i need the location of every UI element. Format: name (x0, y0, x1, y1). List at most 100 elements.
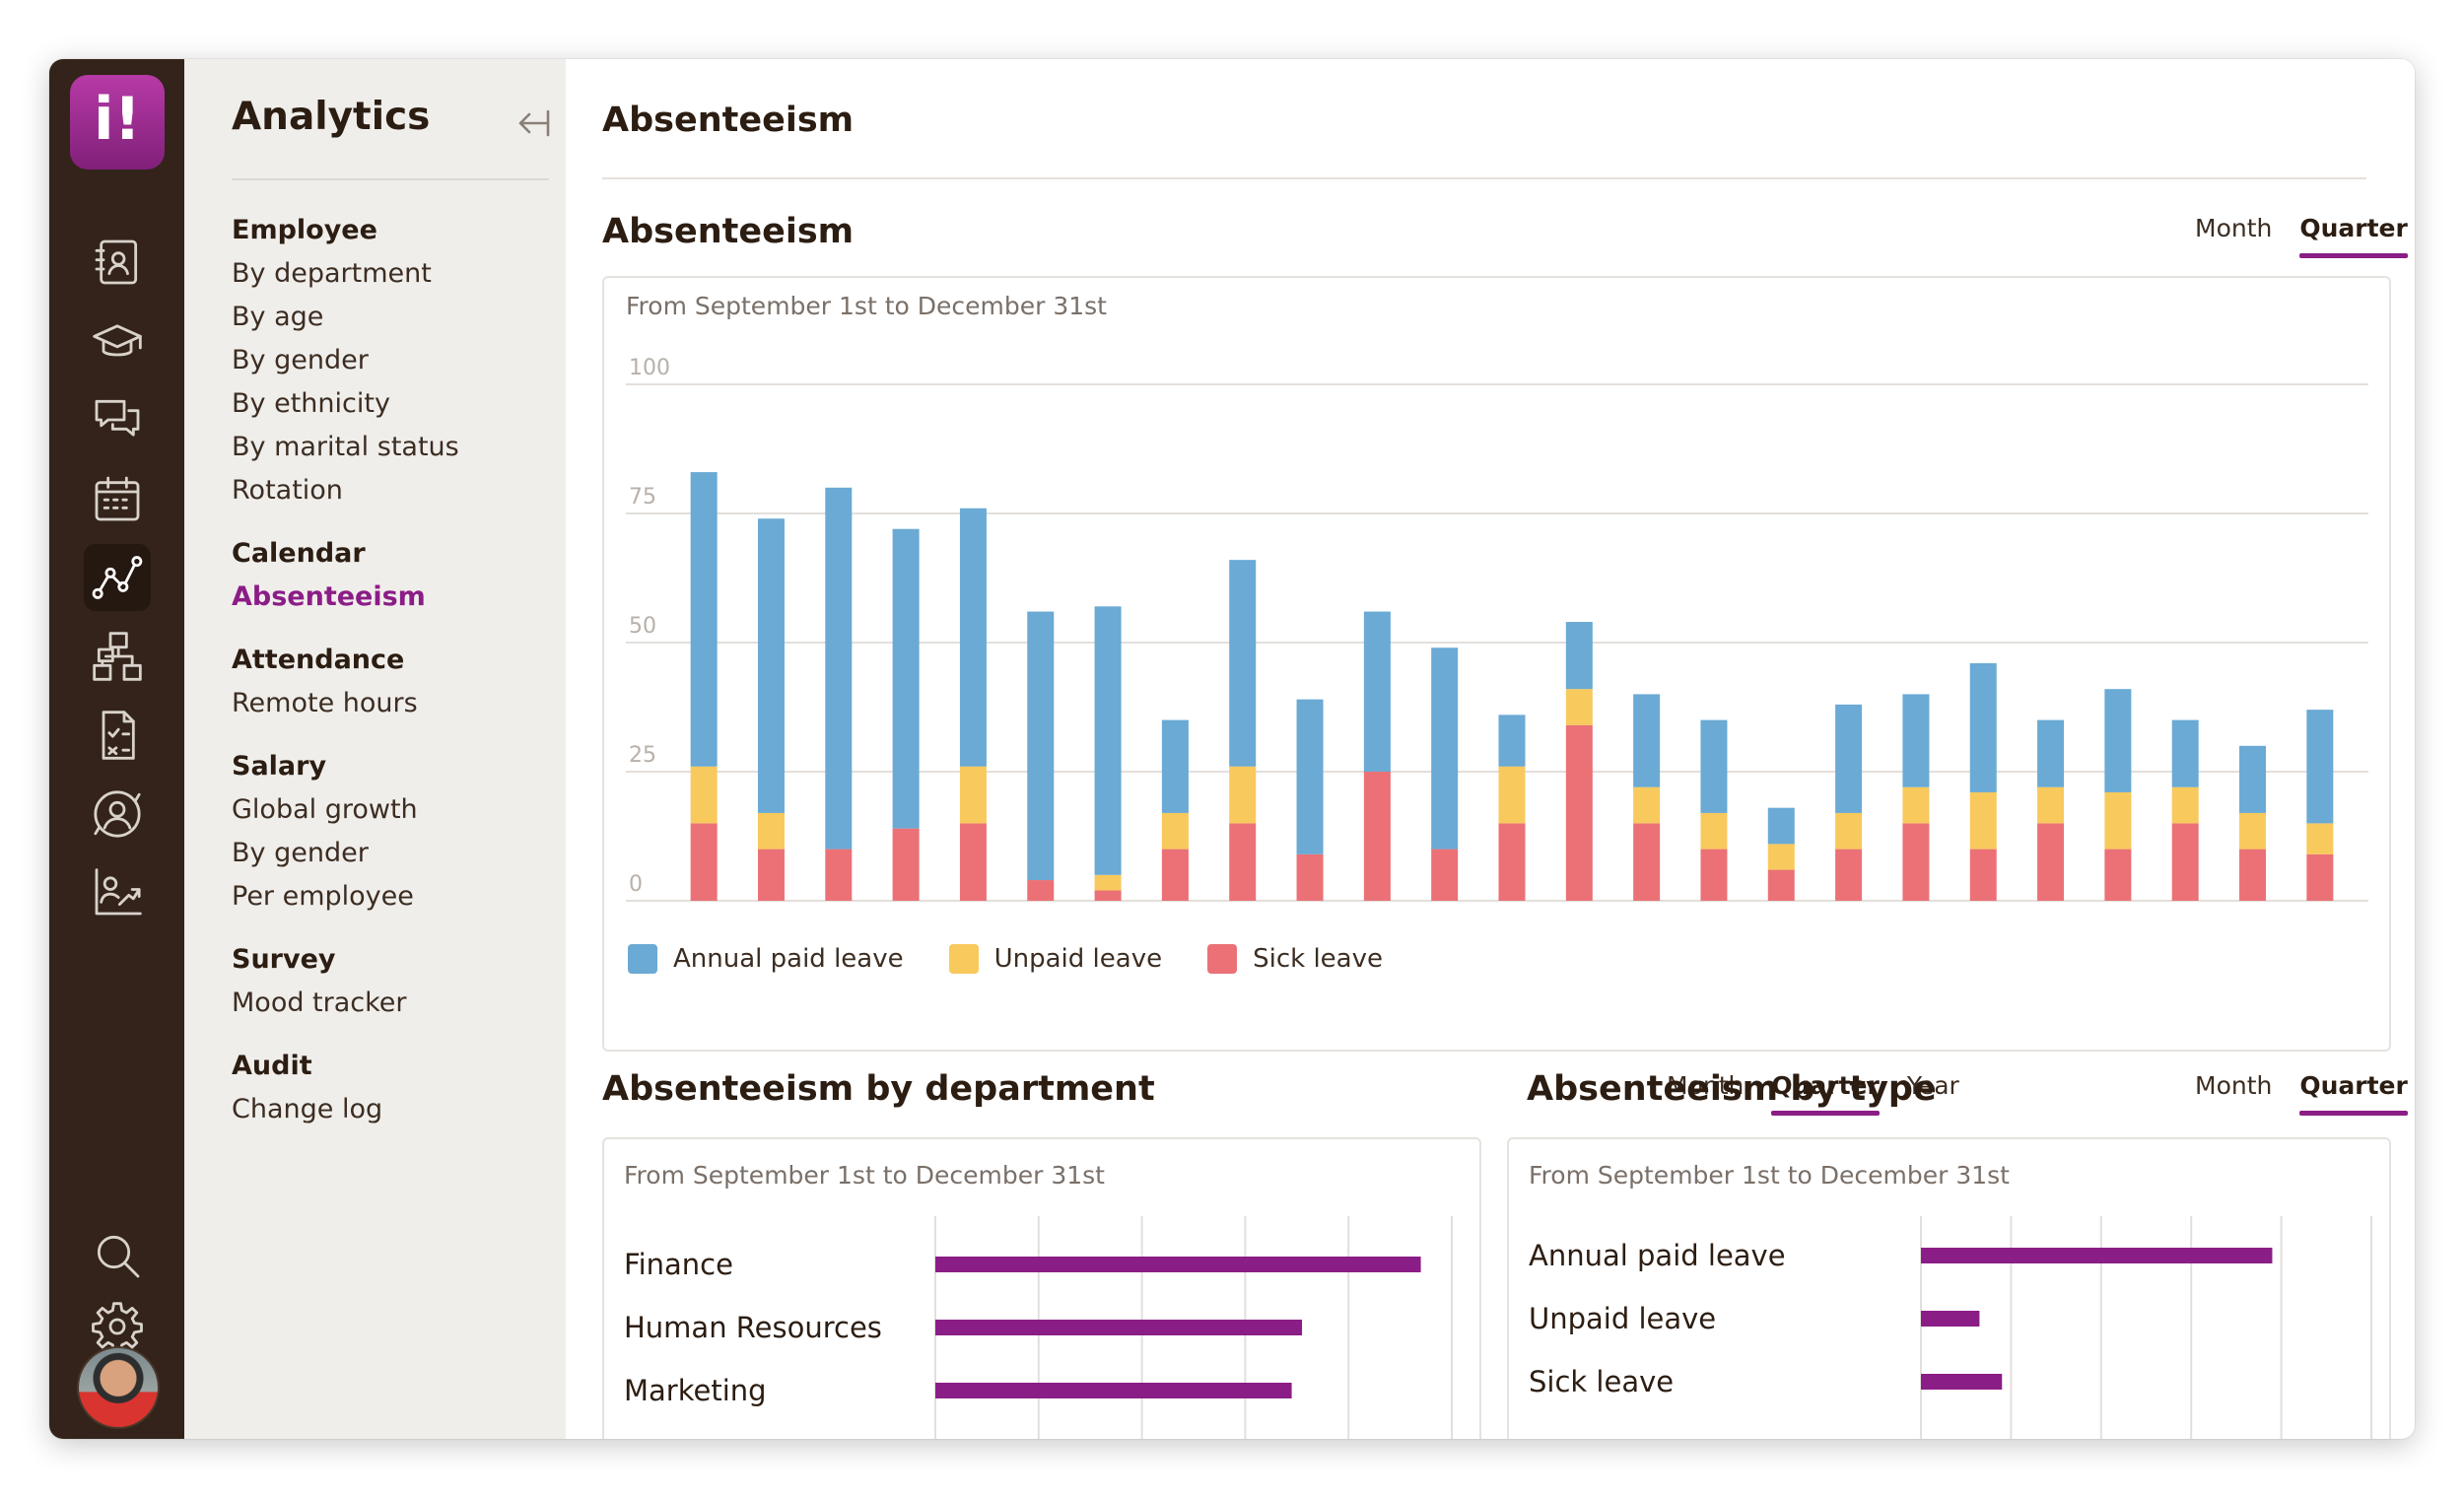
sidebar-heading-survey[interactable]: Survey (232, 944, 336, 975)
legend-item-annual-paid-leave[interactable]: Annual paid leave (628, 944, 904, 974)
bar-sick-leave-12[interactable] (1498, 823, 1526, 901)
bar-unpaid-leave-22[interactable] (2171, 786, 2199, 824)
org-chart-icon[interactable] (84, 623, 151, 690)
sidebar-item-employee-by-department[interactable]: By department (232, 258, 432, 289)
analytics-icon[interactable] (84, 544, 151, 611)
bar-sick-leave-3[interactable] (892, 828, 920, 901)
bar-unpaid-leave-19[interactable] (1969, 791, 1997, 850)
employee-directory-icon[interactable] (84, 229, 151, 296)
bar-unpaid-leave-15[interactable] (1700, 812, 1728, 850)
sidebar-item-survey-mood-tracker[interactable]: Mood tracker (232, 987, 407, 1018)
sidebar-item-audit-change-log[interactable]: Change log (232, 1094, 383, 1124)
bar-sick-leave-23[interactable] (2239, 849, 2267, 901)
training-icon[interactable] (84, 307, 151, 374)
bar-unpaid-leave-12[interactable] (1498, 766, 1526, 824)
bar-annual-paid-leave-11[interactable] (1431, 647, 1459, 850)
sidebar-item-salary-global-growth[interactable]: Global growth (232, 794, 418, 825)
bar-annual-paid-leave-6[interactable] (1094, 606, 1122, 875)
search-icon[interactable] (84, 1222, 151, 1289)
bar-unpaid-leave-0[interactable] (690, 766, 718, 824)
chat-icon[interactable] (84, 386, 151, 453)
bar-unpaid-leave-23[interactable] (2239, 812, 2267, 850)
sidebar-heading-employee[interactable]: Employee (232, 215, 377, 245)
dept-tab-quarter[interactable]: Quarter (1757, 1064, 1893, 1116)
checklist-icon[interactable] (84, 702, 151, 769)
abs-tab-month[interactable]: Month (2195, 214, 2273, 242)
sidebar-item-attendance-remote-hours[interactable]: Remote hours (232, 688, 418, 718)
bar-sick-leave-17[interactable] (1835, 849, 1863, 901)
abs-tab-quarter[interactable]: Quarter (2286, 207, 2415, 258)
bar-annual-paid-leave-4[interactable] (959, 508, 987, 767)
bar-annual-paid-leave-17[interactable] (1835, 704, 1863, 813)
bar-sick-leave-0[interactable] (690, 823, 718, 901)
sidebar-item-salary-per-employee[interactable]: Per employee (232, 881, 414, 912)
bar-sick-leave-21[interactable] (2104, 849, 2132, 901)
sidebar-heading-salary[interactable]: Salary (232, 751, 327, 782)
bar-unpaid-leave-16[interactable] (1767, 844, 1795, 870)
bar-annual-paid-leave-13[interactable] (1565, 622, 1593, 690)
bar-annual-paid-leave-22[interactable] (2171, 719, 2199, 787)
bar-unpaid-leave-24[interactable] (2306, 823, 2334, 854)
bar-sick-leave-9[interactable] (1296, 853, 1324, 901)
bar-unpaid-leave-18[interactable] (1902, 786, 1930, 824)
dept-tab-month[interactable]: Month (1667, 1071, 1745, 1100)
calendar-icon[interactable] (84, 465, 151, 532)
bar-annual-paid-leave-19[interactable] (1969, 662, 1997, 792)
legend-item-unpaid-leave[interactable]: Unpaid leave (948, 944, 1162, 974)
bar-sick-leave-8[interactable] (1229, 823, 1257, 901)
bar-unpaid-leave-6[interactable] (1094, 874, 1122, 891)
bar-unpaid-leave-14[interactable] (1633, 786, 1661, 824)
bar-annual-paid-leave-18[interactable] (1902, 694, 1930, 787)
bar-unpaid-leave-1[interactable] (757, 812, 785, 850)
bar-sick-leave-13[interactable] (1565, 724, 1593, 901)
bar-unpaid-leave-8[interactable] (1229, 766, 1257, 824)
sidebar-item-employee-rotation[interactable]: Rotation (232, 475, 343, 506)
bar-annual-paid-leave-23[interactable] (2239, 745, 2267, 813)
bar-annual-paid-leave-7[interactable] (1161, 719, 1189, 813)
sidebar-item-employee-by-marital-status[interactable]: By marital status (232, 432, 459, 462)
bar-sick-leave-24[interactable] (2306, 853, 2334, 901)
bar-annual-paid-leave-14[interactable] (1633, 694, 1661, 787)
bar-unpaid-leave-21[interactable] (2104, 791, 2132, 850)
bar-sick-leave-14[interactable] (1633, 823, 1661, 901)
sidebar-item-employee-by-gender[interactable]: By gender (232, 345, 369, 375)
bar-sick-leave-10[interactable] (1363, 772, 1391, 901)
sidebar-heading-attendance[interactable]: Attendance (232, 645, 405, 675)
bar-sick-leave[interactable] (1921, 1374, 2003, 1390)
type-tab-quarter[interactable]: Quarter (2286, 1064, 2415, 1116)
bar-marketing[interactable] (935, 1383, 1292, 1398)
bar-annual-paid-leave-1[interactable] (757, 518, 785, 813)
bar-sick-leave-16[interactable] (1767, 869, 1795, 901)
sidebar-item-salary-by-gender[interactable]: By gender (232, 838, 369, 868)
sidebar-heading-audit[interactable]: Audit (232, 1051, 312, 1081)
sidebar-heading-calendar[interactable]: Calendar (232, 538, 366, 569)
bar-unpaid-leave-17[interactable] (1835, 812, 1863, 850)
legend-item-sick-leave[interactable]: Sick leave (1207, 944, 1383, 974)
bar-finance[interactable] (935, 1257, 1421, 1272)
bar-annual-paid-leave-5[interactable] (1027, 611, 1055, 881)
dept-tab-year[interactable]: Year (1906, 1071, 1959, 1100)
app-logo[interactable]: i! (70, 75, 165, 170)
bar-sick-leave-6[interactable] (1094, 890, 1122, 901)
user-avatar[interactable] (77, 1346, 160, 1429)
bar-sick-leave-15[interactable] (1700, 849, 1728, 901)
type-tab-month[interactable]: Month (2195, 1071, 2273, 1100)
recruitment-icon[interactable] (84, 781, 151, 848)
bar-unpaid-leave[interactable] (1921, 1311, 1980, 1327)
bar-sick-leave-20[interactable] (2037, 823, 2065, 901)
collapse-sidebar-icon[interactable] (513, 103, 552, 143)
performance-icon[interactable] (84, 859, 151, 926)
bar-annual-paid-leave-3[interactable] (892, 528, 920, 829)
bar-unpaid-leave-7[interactable] (1161, 812, 1189, 850)
bar-unpaid-leave-13[interactable] (1565, 689, 1593, 725)
bar-unpaid-leave-20[interactable] (2037, 786, 2065, 824)
bar-sick-leave-1[interactable] (757, 849, 785, 901)
bar-annual-paid-leave-12[interactable] (1498, 715, 1526, 767)
sidebar-item-calendar-absenteeism[interactable]: Absenteeism (232, 581, 426, 612)
bar-annual-paid-leave-20[interactable] (2037, 719, 2065, 787)
bar-annual-paid-leave-15[interactable] (1700, 719, 1728, 813)
bar-sick-leave-11[interactable] (1431, 849, 1459, 901)
sidebar-item-employee-by-age[interactable]: By age (232, 302, 324, 332)
bar-sick-leave-18[interactable] (1902, 823, 1930, 901)
bar-sick-leave-5[interactable] (1027, 880, 1055, 901)
